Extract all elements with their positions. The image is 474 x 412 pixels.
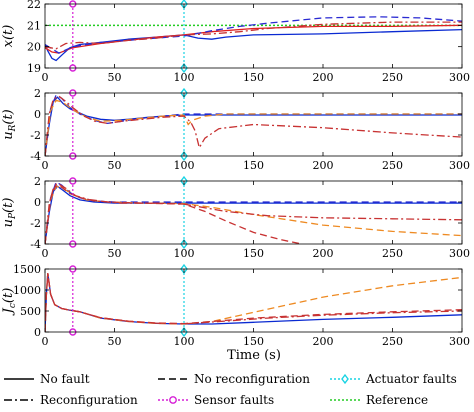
series-line-no_fault-1 [45,273,462,332]
y-tick-label: -2 [30,217,41,230]
legend-entry: Reconfiguration [4,393,138,407]
panel-4: 0 500 1000 1500 0 50 100 150 200 250 300 Jc(t) [1,263,470,348]
y-tick-label: 19 [27,62,41,75]
legend-label: Sensor faults [194,393,274,407]
x-tick-label: 0 [42,71,49,84]
x-tick-label: 250 [382,247,403,260]
y-tick-label: -4 [30,238,41,251]
x-tick-label: 150 [243,71,264,84]
legend-label: No reconfiguration [194,372,310,386]
series-line-no_reconfiguration-3 [45,99,462,156]
y-axis-label: uR(t) [1,109,18,140]
x-tick-label: 0 [42,247,49,260]
legend-entry: Sensor faults [158,393,274,407]
panel-3: -4 -2 0 2 0 50 100 150 200 250 300 uP(t) [1,175,470,260]
x-axis-label: Time (s) [227,348,281,363]
legend-label: Actuator faults [365,372,457,386]
y-tick-label: 0 [34,108,41,121]
y-axis-label: uP(t) [1,198,18,228]
x-tick-label: 200 [313,71,334,84]
y-axis-label: Jc(t) [1,288,18,317]
x-tick-label: 300 [449,247,470,260]
y-tick-label: 20 [27,41,41,54]
legend-label: No fault [40,372,90,386]
y-tick-label: 21 [27,19,41,32]
panel-1: 19 20 21 22 0 50 100 150 200 250 300 x(t) [1,0,470,84]
y-tick-label: 0 [34,326,41,339]
legend-entry: Reference [330,393,428,407]
series-line-no_reconfiguration-3 [45,273,462,332]
series-line-reconfiguration-5 [45,183,462,244]
y-axis-label: x(t) [1,25,16,48]
series-line-no_fault-1 [45,28,462,62]
legend-label: Reconfiguration [40,393,138,407]
legend-entry: Actuator faults [330,372,457,386]
x-tick-label: 100 [174,247,195,260]
series-line-no_fault-1 [45,185,462,244]
series-line-no_fault-1 [45,96,462,156]
x-tick-label: 150 [243,335,264,348]
x-tick-label: 200 [313,159,334,172]
series-line-no_reconfiguration-2 [45,273,462,332]
x-tick-label: 250 [382,71,403,84]
y-tick-label: -4 [30,150,41,163]
x-tick-label: 50 [108,159,122,172]
panel-2: -4 -2 0 2 0 50 100 150 200 250 300 uR(t) [1,87,470,172]
x-tick-label: 50 [108,71,122,84]
x-tick-label: 50 [108,247,122,260]
legend-circle-marker [169,396,177,404]
series-line-no_reconfiguration-4 [45,183,303,244]
axes-frame [44,92,463,157]
x-tick-label: 300 [449,335,470,348]
y-tick-label: 500 [20,305,41,318]
axes-frame [44,180,463,245]
y-tick-label: 1500 [13,263,41,276]
x-tick-label: 100 [174,71,195,84]
x-tick-label: 200 [313,247,334,260]
x-tick-label: 0 [42,159,49,172]
x-tick-label: 0 [42,335,49,348]
series-line-no_reconfiguration-2 [45,94,462,156]
axes-frame [44,3,463,69]
y-tick-label: 0 [34,196,41,209]
series-line-reconfiguration-4 [45,273,462,332]
x-tick-label: 100 [174,335,195,348]
x-tick-label: 50 [108,335,122,348]
legend-label: Reference [366,393,428,407]
x-tick-label: 150 [243,159,264,172]
series-line-reconfiguration-4 [45,95,462,156]
x-tick-label: 300 [449,159,470,172]
y-tick-label: 1000 [13,284,41,297]
y-tick-label: -2 [30,129,41,142]
x-tick-label: 300 [449,71,470,84]
x-tick-label: 250 [382,335,403,348]
legend-entry: No reconfiguration [158,372,310,386]
y-tick-label: 22 [27,0,41,11]
x-tick-label: 250 [382,159,403,172]
x-tick-label: 100 [174,159,195,172]
x-tick-label: 200 [313,335,334,348]
legend-entry: No fault [4,372,90,386]
y-tick-label: 2 [34,87,41,100]
series-line-no_reconfiguration-3 [45,185,462,244]
legend: No fault No reconfiguration Actuator fault… [4,372,457,407]
y-tick-label: 2 [34,175,41,188]
series-line-no_reconfiguration-2 [45,181,462,244]
legend-diamond-marker [341,373,349,385]
series-line-no_reconfiguration-3 [45,16,462,54]
x-tick-label: 150 [243,247,264,260]
